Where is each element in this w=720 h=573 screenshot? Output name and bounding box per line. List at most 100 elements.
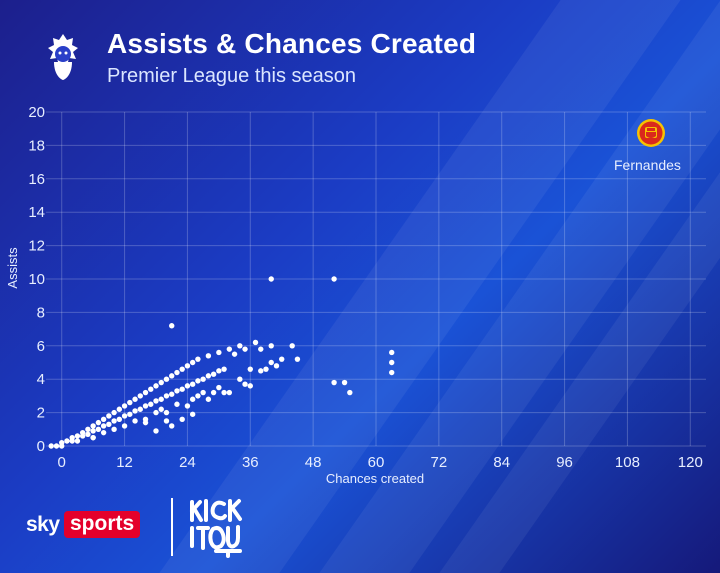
x-tick-label: 36 — [242, 454, 259, 471]
data-point — [106, 413, 112, 419]
data-point — [95, 419, 102, 426]
data-point — [195, 356, 201, 362]
data-point — [158, 396, 164, 402]
data-point — [142, 419, 149, 426]
x-tick-label: 108 — [615, 454, 640, 471]
data-point — [90, 423, 96, 429]
data-point — [174, 388, 180, 394]
data-point — [200, 376, 206, 382]
data-point — [85, 426, 91, 432]
grid-lines — [46, 111, 706, 447]
data-point — [142, 389, 149, 396]
data-point — [189, 411, 196, 417]
data-point — [331, 379, 337, 386]
data-point — [74, 438, 81, 444]
data-point — [116, 416, 123, 422]
data-point — [111, 418, 117, 424]
data-point — [184, 363, 191, 369]
data-point — [184, 403, 191, 409]
page-subtitle: Premier League this season — [107, 65, 357, 87]
data-point — [153, 428, 159, 434]
data-point — [100, 423, 107, 429]
data-point — [64, 438, 70, 444]
y-tick-label: 20 — [28, 104, 45, 121]
data-point — [184, 383, 191, 389]
data-point — [106, 421, 112, 427]
data-point — [268, 343, 274, 349]
data-point — [179, 416, 185, 422]
y-tick-label: 0 — [37, 438, 45, 455]
data-point — [153, 398, 159, 404]
y-tick-label: 6 — [37, 338, 45, 355]
data-point — [111, 409, 117, 416]
data-point — [389, 359, 395, 366]
y-tick-label: 10 — [28, 271, 45, 288]
data-point — [148, 401, 154, 407]
x-tick-label: 72 — [431, 454, 448, 471]
premier-league-lion-icon — [48, 34, 78, 80]
data-point — [169, 373, 175, 379]
data-point — [169, 391, 175, 397]
data-point — [100, 429, 107, 436]
x-tick-label: 60 — [368, 454, 385, 471]
data-point — [132, 408, 138, 414]
data-point — [179, 386, 185, 392]
data-point — [174, 401, 180, 407]
data-point — [216, 349, 222, 356]
y-tick-label: 2 — [37, 405, 45, 422]
data-point — [216, 384, 222, 391]
data-point — [163, 393, 170, 399]
data-point — [247, 383, 253, 389]
data-point — [200, 389, 206, 396]
data-point — [258, 346, 264, 352]
data-point — [268, 276, 274, 282]
data-point — [273, 363, 280, 369]
data-point — [268, 359, 274, 366]
data-point — [69, 438, 75, 444]
data-point — [59, 443, 65, 449]
data-point — [121, 413, 128, 419]
x-tick-label: 48 — [305, 454, 322, 471]
data-point — [121, 403, 128, 409]
data-point — [289, 343, 295, 349]
data-point — [121, 423, 128, 429]
data-point — [389, 349, 395, 356]
data-point — [163, 409, 170, 416]
data-point — [169, 423, 175, 429]
data-point — [195, 393, 201, 399]
data-point — [331, 276, 337, 282]
y-tick-label: 8 — [37, 304, 45, 321]
data-point — [258, 368, 264, 374]
data-point — [389, 369, 395, 376]
data-point — [90, 434, 96, 441]
data-point — [132, 418, 138, 424]
data-point — [189, 381, 196, 387]
sports-logo-box: sports — [64, 511, 141, 538]
data-point — [174, 369, 180, 376]
data-point — [90, 428, 96, 434]
data-point — [111, 426, 117, 432]
data-point — [74, 433, 81, 439]
x-tick-label: 0 — [58, 454, 66, 471]
data-point — [237, 343, 243, 349]
data-point — [210, 371, 217, 377]
data-point — [158, 379, 164, 386]
data-point — [263, 366, 269, 372]
data-point — [205, 396, 212, 402]
data-point — [169, 323, 175, 329]
data-point — [252, 339, 259, 346]
data-point — [153, 383, 159, 389]
data-point — [231, 351, 238, 357]
y-tick-labels: 0 2 4 6 8 10 12 14 16 18 20 — [28, 104, 45, 455]
data-point — [226, 389, 233, 396]
data-point — [195, 378, 201, 384]
data-point — [242, 346, 248, 352]
x-tick-label: 96 — [556, 454, 573, 471]
sky-logo: sky — [26, 513, 60, 536]
data-point — [210, 389, 217, 396]
data-point — [163, 418, 170, 424]
data-point — [205, 353, 212, 359]
kick-it-out-logo — [190, 499, 242, 558]
y-tick-label: 16 — [28, 171, 45, 188]
